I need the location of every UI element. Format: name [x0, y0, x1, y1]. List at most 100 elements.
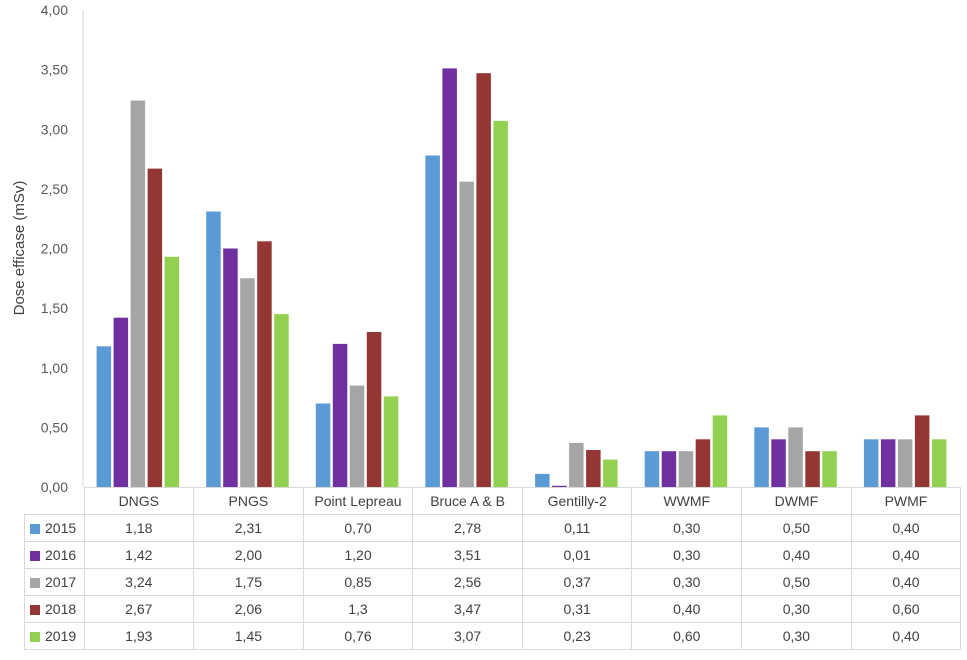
y-tick-label: 4,00	[41, 2, 68, 18]
series-name: 2016	[45, 547, 77, 563]
bar	[754, 427, 769, 487]
data-value-cell: 0,40	[741, 541, 852, 569]
bar	[206, 211, 221, 487]
data-value-cell: 0,40	[850, 622, 962, 650]
legend-swatch	[30, 551, 40, 561]
y-tick-label: 3,50	[41, 62, 68, 78]
data-value-cell: 0,40	[850, 541, 962, 569]
bar	[863, 439, 879, 487]
data-value-cell: 0,40	[850, 568, 962, 596]
category-label: Point Lepreau	[302, 487, 414, 515]
category-label: PWMF	[850, 487, 962, 515]
bar	[644, 451, 660, 487]
series-name: 2015	[45, 520, 77, 536]
bar	[569, 442, 584, 487]
bar	[164, 256, 180, 487]
bars	[96, 68, 947, 488]
data-value-cell: 0,11	[521, 514, 633, 542]
data-value-cell: 1,93	[83, 622, 195, 650]
y-axis-ticks: 0,000,501,001,502,002,503,003,504,00	[41, 2, 68, 495]
data-value-cell: 0,23	[521, 622, 633, 650]
bar	[771, 439, 786, 487]
bar	[931, 439, 947, 487]
data-value-cell: 1,42	[83, 541, 195, 569]
y-tick-label: 1,00	[41, 360, 68, 376]
bar	[332, 343, 348, 487]
legend-swatch	[30, 632, 40, 642]
bar	[257, 241, 272, 487]
series-name: 2018	[45, 601, 77, 617]
bar	[459, 181, 474, 487]
bar	[274, 314, 289, 487]
bar	[147, 168, 163, 487]
bar	[603, 459, 618, 487]
bar	[96, 346, 112, 487]
bar	[822, 451, 837, 487]
bar	[366, 332, 382, 487]
series-legend-key: 2016	[24, 541, 85, 569]
data-value-cell: 0,76	[302, 622, 414, 650]
y-axis-label: Dose efficase (mSv)	[11, 181, 28, 316]
data-value-cell: 0,40	[631, 595, 743, 623]
bar	[240, 278, 255, 487]
bar	[661, 451, 677, 487]
data-value-cell: 2,56	[412, 568, 523, 596]
bar	[349, 385, 365, 487]
table-row: 2015 1,18 2,31 0,70 2,78 0,11 0,30 0,50 0,40	[24, 514, 962, 542]
bar	[223, 248, 238, 487]
bar	[535, 473, 550, 487]
data-value-cell: 0,30	[741, 595, 852, 623]
y-tick-label: 2,00	[41, 241, 68, 257]
data-value-cell: 0,85	[302, 568, 414, 596]
data-value-cell: 0,50	[741, 514, 852, 542]
table-corner	[24, 487, 85, 515]
data-value-cell: 1,45	[193, 622, 304, 650]
data-value-cell: 0,30	[631, 541, 743, 569]
data-value-cell: 0,30	[741, 622, 852, 650]
bar	[425, 155, 440, 487]
data-value-cell: 0,40	[850, 514, 962, 542]
category-label: DNGS	[83, 487, 195, 515]
data-value-cell: 2,78	[412, 514, 523, 542]
category-label: Gentilly-2	[521, 487, 633, 515]
y-tick-label: 3,00	[41, 121, 68, 137]
legend-swatch	[30, 578, 40, 588]
data-value-cell: 2,06	[193, 595, 304, 623]
bar	[442, 68, 457, 488]
data-value-cell: 1,18	[83, 514, 195, 542]
data-value-cell: 0,70	[302, 514, 414, 542]
data-value-cell: 3,51	[412, 541, 523, 569]
data-value-cell: 3,24	[83, 568, 195, 596]
table-row: 2016 1,42 2,00 1,20 3,51 0,01 0,30 0,40 0,40	[24, 541, 962, 569]
bar	[113, 317, 129, 487]
data-value-cell: 0,60	[850, 595, 962, 623]
bar	[678, 451, 694, 487]
series-legend-key: 2019	[24, 622, 85, 650]
data-value-cell: 0,30	[631, 514, 743, 542]
data-value-cell: 0,50	[741, 568, 852, 596]
y-tick-label: 2,50	[41, 181, 68, 197]
table-row: 2017 3,24 1,75 0,85 2,56 0,37 0,30 0,50 0,40	[24, 568, 962, 596]
legend-swatch	[30, 524, 40, 534]
data-value-cell: 3,07	[412, 622, 523, 650]
data-value-cell: 3,47	[412, 595, 523, 623]
bar	[552, 485, 567, 487]
series-legend-key: 2018	[24, 595, 85, 623]
data-value-cell: 1,20	[302, 541, 414, 569]
bar	[586, 450, 601, 487]
legend-swatch	[30, 605, 40, 615]
table-row: 2018 2,67 2,06 1,3 3,47 0,31 0,40 0,30 0,60	[24, 595, 962, 623]
bar	[315, 403, 331, 487]
data-value-cell: 1,3	[302, 595, 414, 623]
bar	[476, 73, 491, 487]
y-tick-label: 0,50	[41, 419, 68, 435]
data-value-cell: 0,30	[631, 568, 743, 596]
bar	[130, 100, 146, 487]
data-value-cell: 2,00	[193, 541, 304, 569]
data-value-cell: 2,67	[83, 595, 195, 623]
bar	[914, 415, 930, 487]
data-value-cell: 1,75	[193, 568, 304, 596]
series-legend-key: 2017	[24, 568, 85, 596]
bar	[897, 439, 913, 487]
